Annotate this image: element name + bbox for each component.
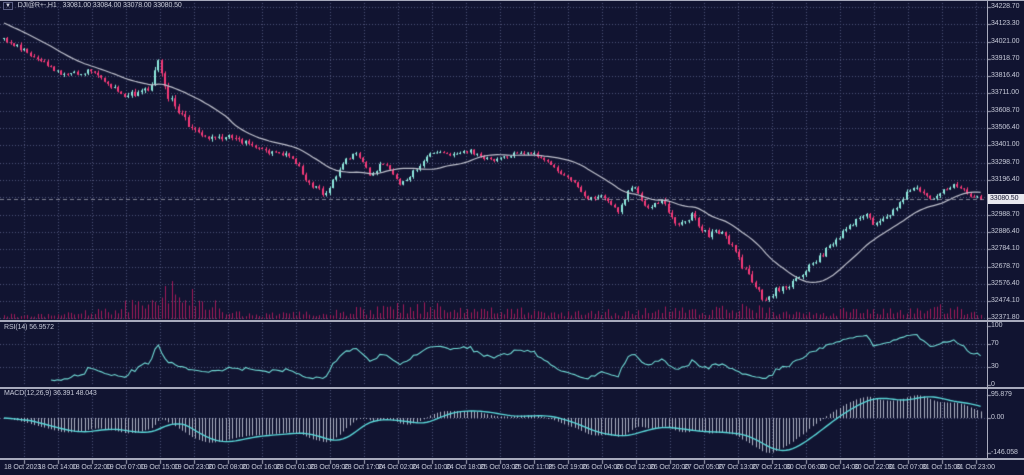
chart-title: ▼ DJI@R+-,H1 33081.00 33084.00 33078.00 … bbox=[3, 2, 182, 10]
time-axis-label: 19 Oct 23:00 bbox=[174, 464, 213, 471]
macd-axis-label: -146.058 bbox=[991, 449, 1018, 456]
time-axis-label: 26 Oct 04:00 bbox=[582, 464, 621, 471]
price-axis-label: 32371.80 bbox=[991, 314, 1020, 321]
macd-axis-label: 0.00 bbox=[991, 414, 1005, 421]
time-axis-label: 30 Oct 22:00 bbox=[854, 464, 893, 471]
current-price-tag: 33080.50 bbox=[988, 194, 1024, 204]
ohlc-readout: 33081.00 33084.00 33078.00 33080.50 bbox=[62, 2, 182, 9]
time-axis-label: 18 Oct 2023 bbox=[4, 464, 42, 471]
rsi-indicator-label: RSI(14) 56.9572 bbox=[4, 324, 54, 331]
price-axis-label: 33711.00 bbox=[991, 89, 1019, 96]
time-axis-label: 31 Oct 07:00 bbox=[888, 464, 927, 471]
time-axis-label: 24 Oct 10:00 bbox=[412, 464, 451, 471]
time-axis-label: 25 Oct 03:00 bbox=[480, 464, 519, 471]
rsi-axis-label: 100 bbox=[991, 322, 1003, 329]
time-axis-label: 20 Oct 08:00 bbox=[208, 464, 247, 471]
time-axis-label: 23 Oct 09:00 bbox=[310, 464, 349, 471]
time-axis-label: 30 Oct 06:00 bbox=[786, 464, 825, 471]
price-axis-label: 33401.00 bbox=[991, 141, 1020, 148]
current-price-value: 33080.50 bbox=[990, 195, 1019, 202]
time-axis-label: 31 Oct 15:00 bbox=[922, 464, 961, 471]
price-axis-label: 34021.00 bbox=[991, 38, 1020, 45]
price-axis-label: 33816.40 bbox=[991, 72, 1020, 79]
time-axis-label: 25 Oct 19:00 bbox=[548, 464, 587, 471]
price-axis-separator bbox=[987, 1, 988, 459]
rsi-axis-label: 30 bbox=[991, 363, 999, 370]
time-axis-label: 23 Oct 01:00 bbox=[276, 464, 315, 471]
time-axis-label: 19 Oct 07:00 bbox=[106, 464, 145, 471]
time-axis-label: 26 Oct 12:00 bbox=[616, 464, 655, 471]
price-axis-label: 33608.70 bbox=[991, 107, 1020, 114]
rsi-axis-label: 70 bbox=[991, 340, 999, 347]
time-axis-label: 26 Oct 20:00 bbox=[650, 464, 689, 471]
price-axis-label: 34123.30 bbox=[991, 20, 1020, 27]
time-axis-label: 25 Oct 11:00 bbox=[514, 464, 553, 471]
price-axis-label: 32474.10 bbox=[991, 297, 1020, 304]
macd-axis-label: 95.879 bbox=[991, 391, 1012, 398]
price-axis-label: 33298.70 bbox=[991, 159, 1020, 166]
time-axis-label: 31 Oct 23:00 bbox=[956, 464, 995, 471]
time-axis-label: 24 Oct 18:00 bbox=[446, 464, 485, 471]
macd-indicator-label: MACD(12,26,9) 36.391 48.043 bbox=[4, 390, 97, 397]
symbol-timeframe-label: DJI@R+-,H1 bbox=[17, 2, 57, 9]
window-top-border bbox=[0, 0, 1024, 1]
time-axis-label: 20 Oct 16:00 bbox=[242, 464, 281, 471]
price-axis-label: 32886.40 bbox=[991, 228, 1020, 235]
rsi-axis-label: 0 bbox=[991, 381, 995, 388]
price-axis-label: 33918.70 bbox=[991, 55, 1020, 62]
time-axis-label: 27 Oct 13:00 bbox=[718, 464, 757, 471]
pane-separator-main-rsi[interactable] bbox=[0, 320, 1024, 322]
time-axis-label: 18 Oct 22:00 bbox=[72, 464, 111, 471]
price-axis-label: 32576.40 bbox=[991, 280, 1020, 287]
time-axis-label: 18 Oct 14:00 bbox=[38, 464, 77, 471]
price-axis-label: 32784.10 bbox=[991, 245, 1020, 252]
time-axis-label: 23 Oct 17:00 bbox=[344, 464, 383, 471]
pane-separator-rsi-macd[interactable] bbox=[0, 387, 1024, 389]
price-axis-label: 33196.40 bbox=[991, 176, 1020, 183]
pane-separator-macd-timeaxis[interactable] bbox=[0, 458, 1024, 460]
time-axis-label: 27 Oct 05:00 bbox=[684, 464, 723, 471]
time-axis-label: 19 Oct 15:00 bbox=[140, 464, 179, 471]
time-axis-label: 24 Oct 02:00 bbox=[378, 464, 417, 471]
price-axis-label: 32988.70 bbox=[991, 211, 1020, 218]
time-axis-label: 30 Oct 14:00 bbox=[820, 464, 859, 471]
price-axis-label: 33506.40 bbox=[991, 124, 1020, 131]
chevron-down-icon[interactable]: ▼ bbox=[3, 2, 13, 10]
price-axis-label: 32678.70 bbox=[991, 263, 1020, 270]
price-axis-label: 34228.70 bbox=[991, 3, 1020, 10]
time-axis-label: 27 Oct 21:00 bbox=[752, 464, 791, 471]
